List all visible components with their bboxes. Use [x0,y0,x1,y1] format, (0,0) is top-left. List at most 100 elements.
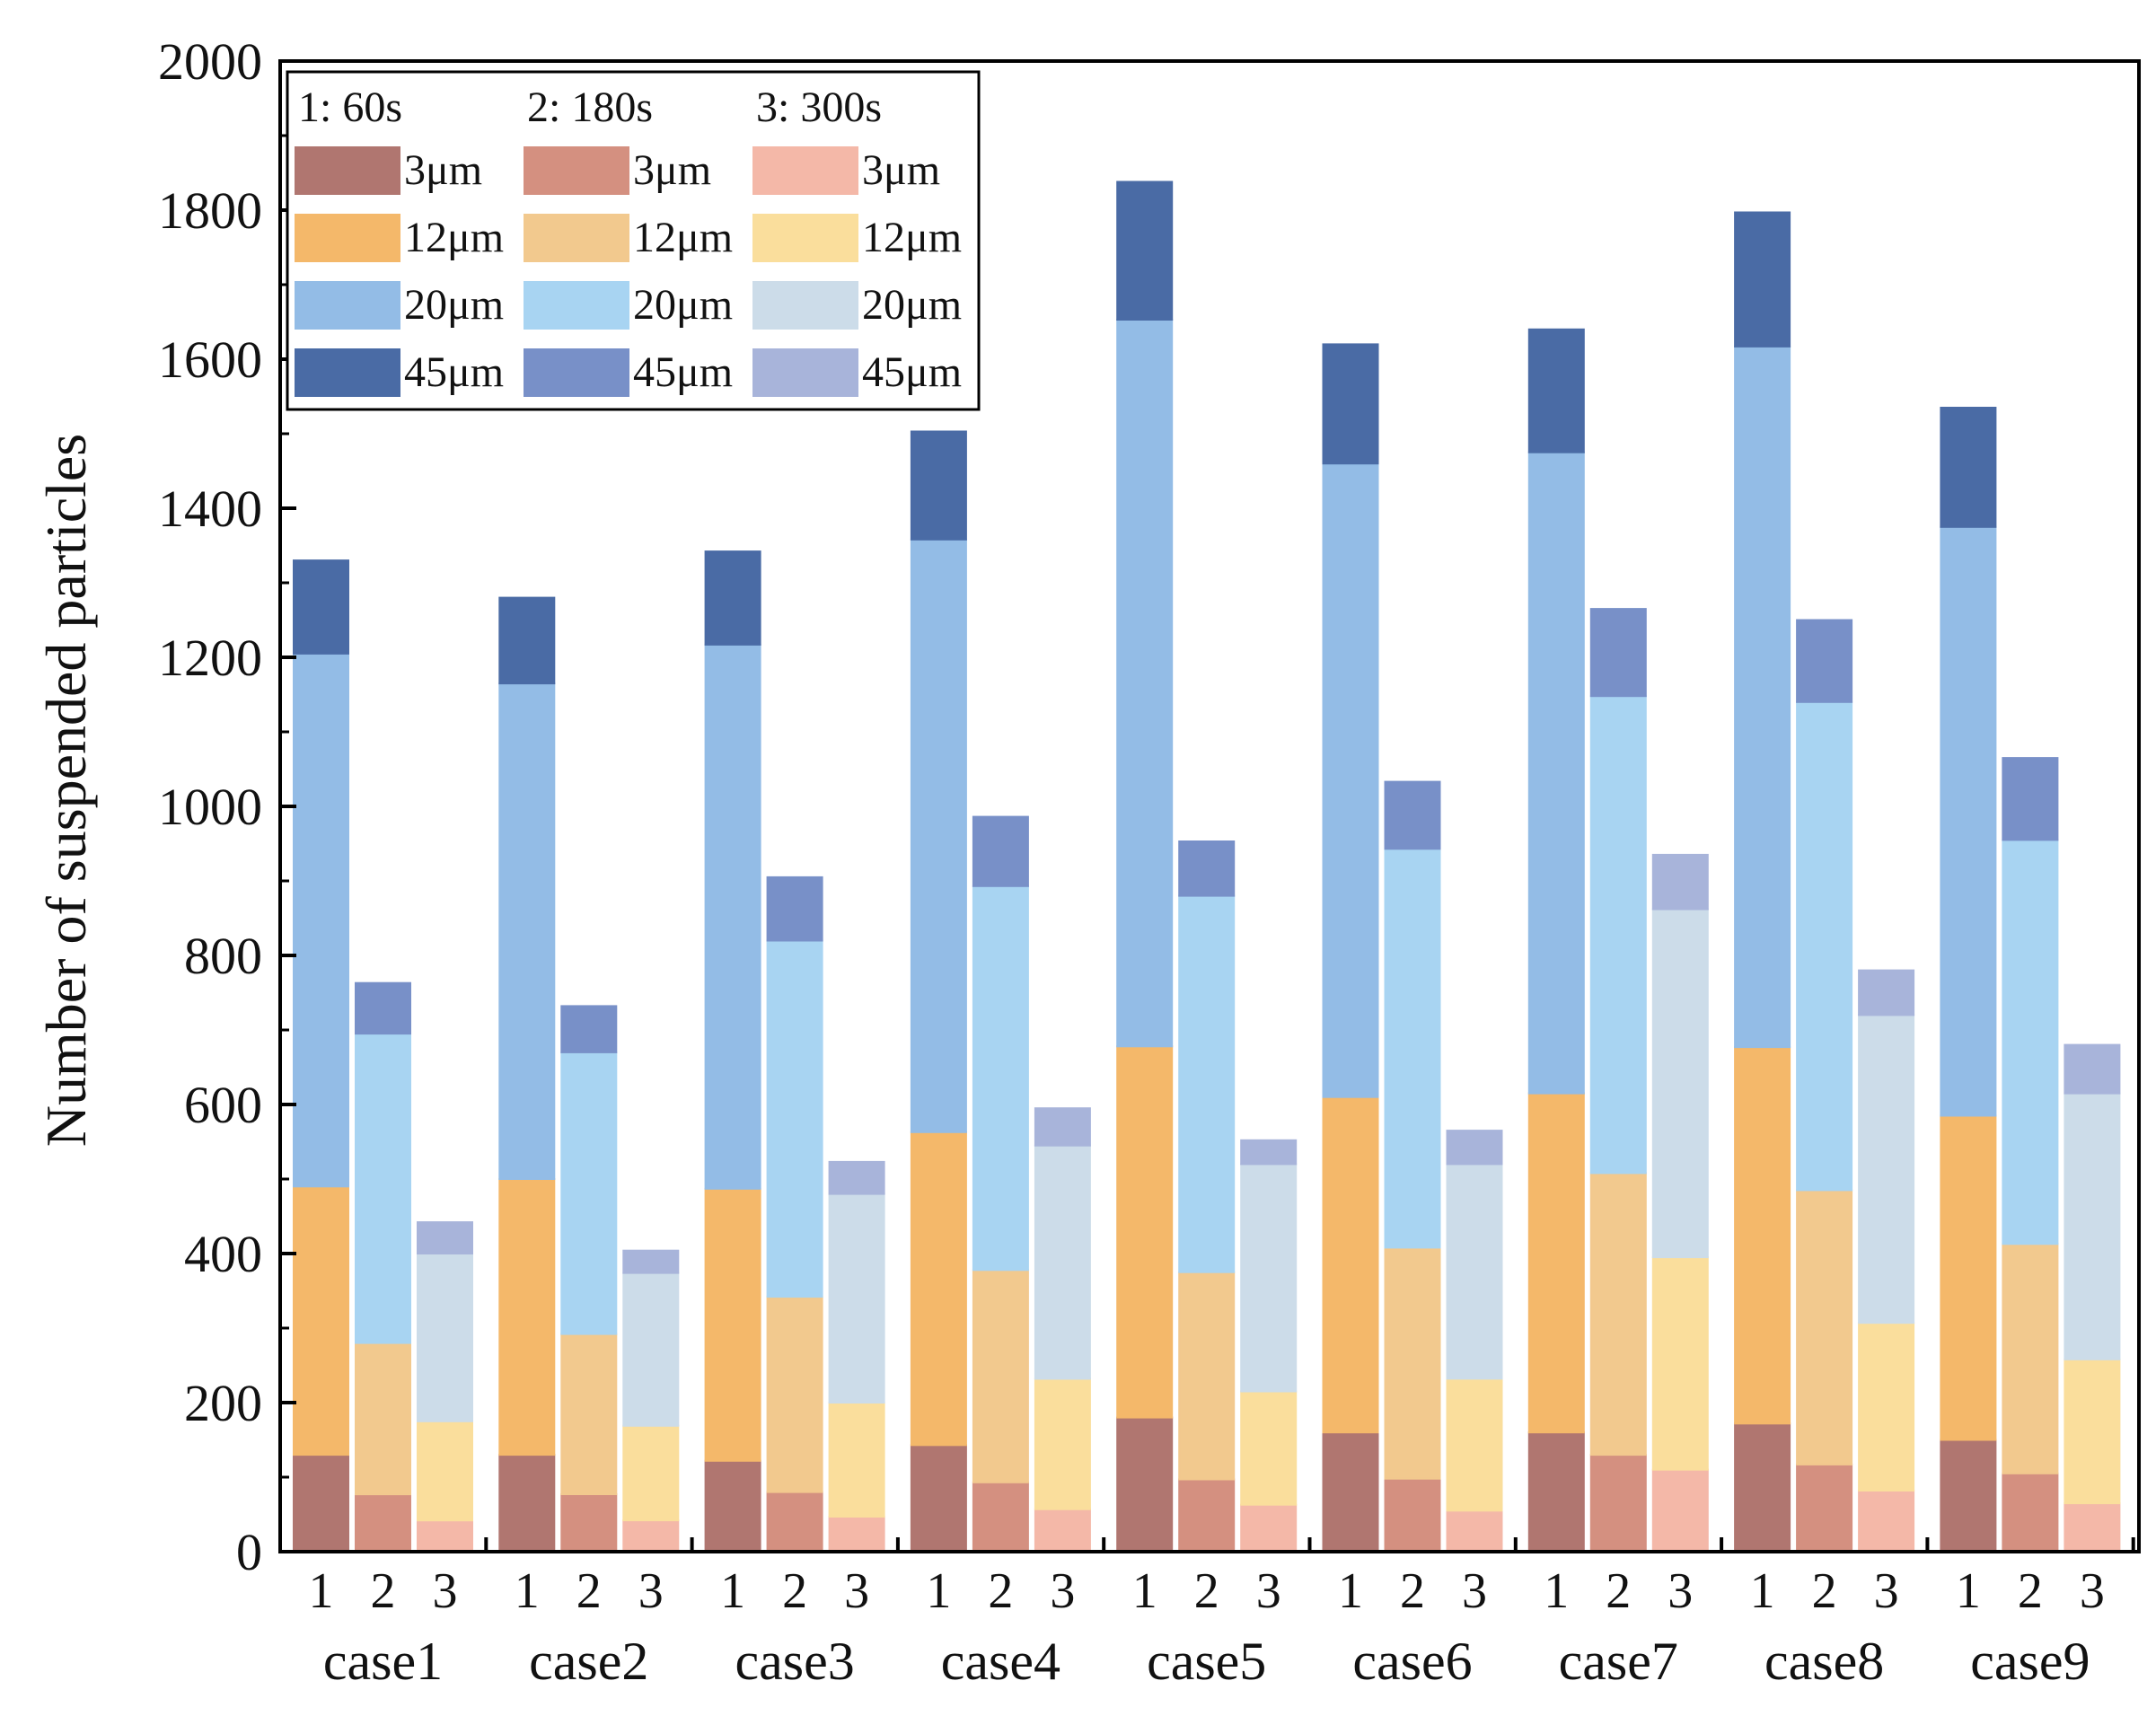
bar-case6-t1-45um [1322,343,1379,465]
bar-case6-t3-45um [1446,1130,1503,1166]
legend-swatch [295,281,400,330]
bar-case6-t3-3um [1446,1509,1503,1553]
bar-case4-t1-45um [910,430,967,541]
bar-case1-t1-45um [293,559,349,655]
bar-case7-t1-20um [1527,451,1585,1095]
bar-case4-t3-45um [1034,1107,1091,1147]
bar-case4-t1-20um [910,538,967,1133]
bar-case6-t2-45um [1384,780,1441,850]
x-subtick-label: 2 [988,1563,1013,1619]
bar-case9-t2-20um [2002,839,2059,1245]
bar-case8-t3-12um [1858,1322,1915,1492]
bar-case8-t1-12um [1734,1046,1791,1425]
bar-case9-t3-3um [2064,1502,2121,1553]
legend-swatch [524,214,629,262]
x-category-label-case1: case1 [323,1632,443,1691]
legend-label: 20μm [404,281,504,329]
legend-header: 2: 180s [527,84,653,131]
bar-case5-t2-45um [1178,840,1236,897]
y-tick-label: 1800 [158,181,262,240]
bar-case8-t2-45um [1796,619,1853,703]
x-subtick-label: 3 [638,1563,664,1619]
x-subtick-label: 3 [1050,1563,1075,1619]
legend-swatch [752,281,858,330]
bar-case6-t1-12um [1322,1096,1379,1434]
x-subtick-label: 2 [1812,1563,1837,1619]
x-subtick-label: 1 [309,1563,334,1619]
bar-case3-t3-45um [828,1160,885,1195]
bar-case1-t2-45um [355,981,411,1035]
bar-case5-t2-12um [1178,1271,1236,1481]
bar-case4-t1-3um [910,1444,967,1553]
x-category-label-case9: case9 [1970,1632,2090,1691]
x-subtick-label: 2 [1194,1563,1219,1619]
bar-case5-t3-12um [1240,1390,1298,1506]
bar-case4-t3-20um [1034,1144,1091,1380]
legend-swatch [295,348,400,397]
bar-case9-t3-12um [2064,1358,2121,1505]
x-subtick-label: 2 [2018,1563,2043,1619]
legend-label: 12μm [633,214,733,261]
bar-case2-t1-3um [498,1454,556,1553]
bar-case5-t3-3um [1240,1503,1298,1553]
bar-case3-t3-3um [828,1516,885,1553]
x-subtick-label: 1 [1338,1563,1363,1619]
bar-case1-t3-45um [417,1221,473,1254]
bar-case1-t1-12um [293,1185,349,1456]
y-tick-label: 1200 [158,629,262,687]
bar-case5-t2-20um [1178,894,1236,1273]
y-axis-title: Number of suspended particles [34,434,98,1147]
y-tick-label: 2000 [158,32,262,91]
bar-case3-t2-20um [766,939,823,1298]
bar-case8-t1-3um [1734,1422,1791,1553]
x-category-label-case2: case2 [529,1632,648,1691]
x-subtick-label: 2 [576,1563,602,1619]
bars-layer [293,180,2121,1553]
bar-case3-t1-12um [704,1187,761,1462]
bar-case7-t2-20um [1589,695,1647,1175]
legend-label: 20μm [862,281,962,329]
bar-case5-t3-45um [1240,1139,1298,1166]
bar-case7-t3-45um [1651,853,1709,911]
legend-header: 3: 300s [756,84,882,131]
bar-case3-t1-3um [704,1459,761,1553]
legend-swatch [295,214,400,262]
bar-case2-t3-12um [622,1424,680,1522]
bar-case1-t2-12um [355,1342,411,1496]
bar-case4-t3-12um [1034,1377,1091,1510]
y-tick-label: 400 [184,1225,262,1283]
bar-case3-t1-20um [704,643,761,1190]
bar-case8-t3-20um [1858,1014,1915,1324]
bar-case2-t1-20um [498,682,556,1180]
bar-case9-t1-20um [1940,525,1997,1117]
bar-case5-t1-45um [1116,180,1174,321]
bar-case8-t2-12um [1796,1189,1853,1465]
x-subtick-label: 1 [720,1563,745,1619]
bar-case2-t1-12um [498,1178,556,1456]
bar-case9-t3-20um [2064,1092,2121,1360]
legend-swatch [524,281,629,330]
x-subtick-label: 1 [1750,1563,1775,1619]
bar-case7-t3-12um [1651,1256,1709,1471]
bar-case3-t1-45um [704,550,761,646]
legend-label: 20μm [633,281,733,329]
x-subtick-label: 3 [433,1563,458,1619]
bar-case7-t3-20um [1651,908,1709,1259]
x-subtick-label: 3 [844,1563,869,1619]
bar-case7-t1-45um [1527,328,1585,453]
legend-label: 45μm [862,348,962,396]
bar-case1-t3-20um [417,1253,473,1422]
bar-case4-t2-45um [972,815,1029,887]
y-tick-label: 200 [184,1374,262,1432]
x-category-label-case4: case4 [941,1632,1060,1691]
x-subtick-label: 2 [1606,1563,1631,1619]
bar-case8-t1-20um [1734,345,1791,1049]
bar-case4-t2-12um [972,1269,1029,1483]
bar-case6-t2-12um [1384,1246,1441,1480]
bar-case6-t2-20um [1384,848,1441,1249]
bar-case9-t3-45um [2064,1043,2121,1095]
